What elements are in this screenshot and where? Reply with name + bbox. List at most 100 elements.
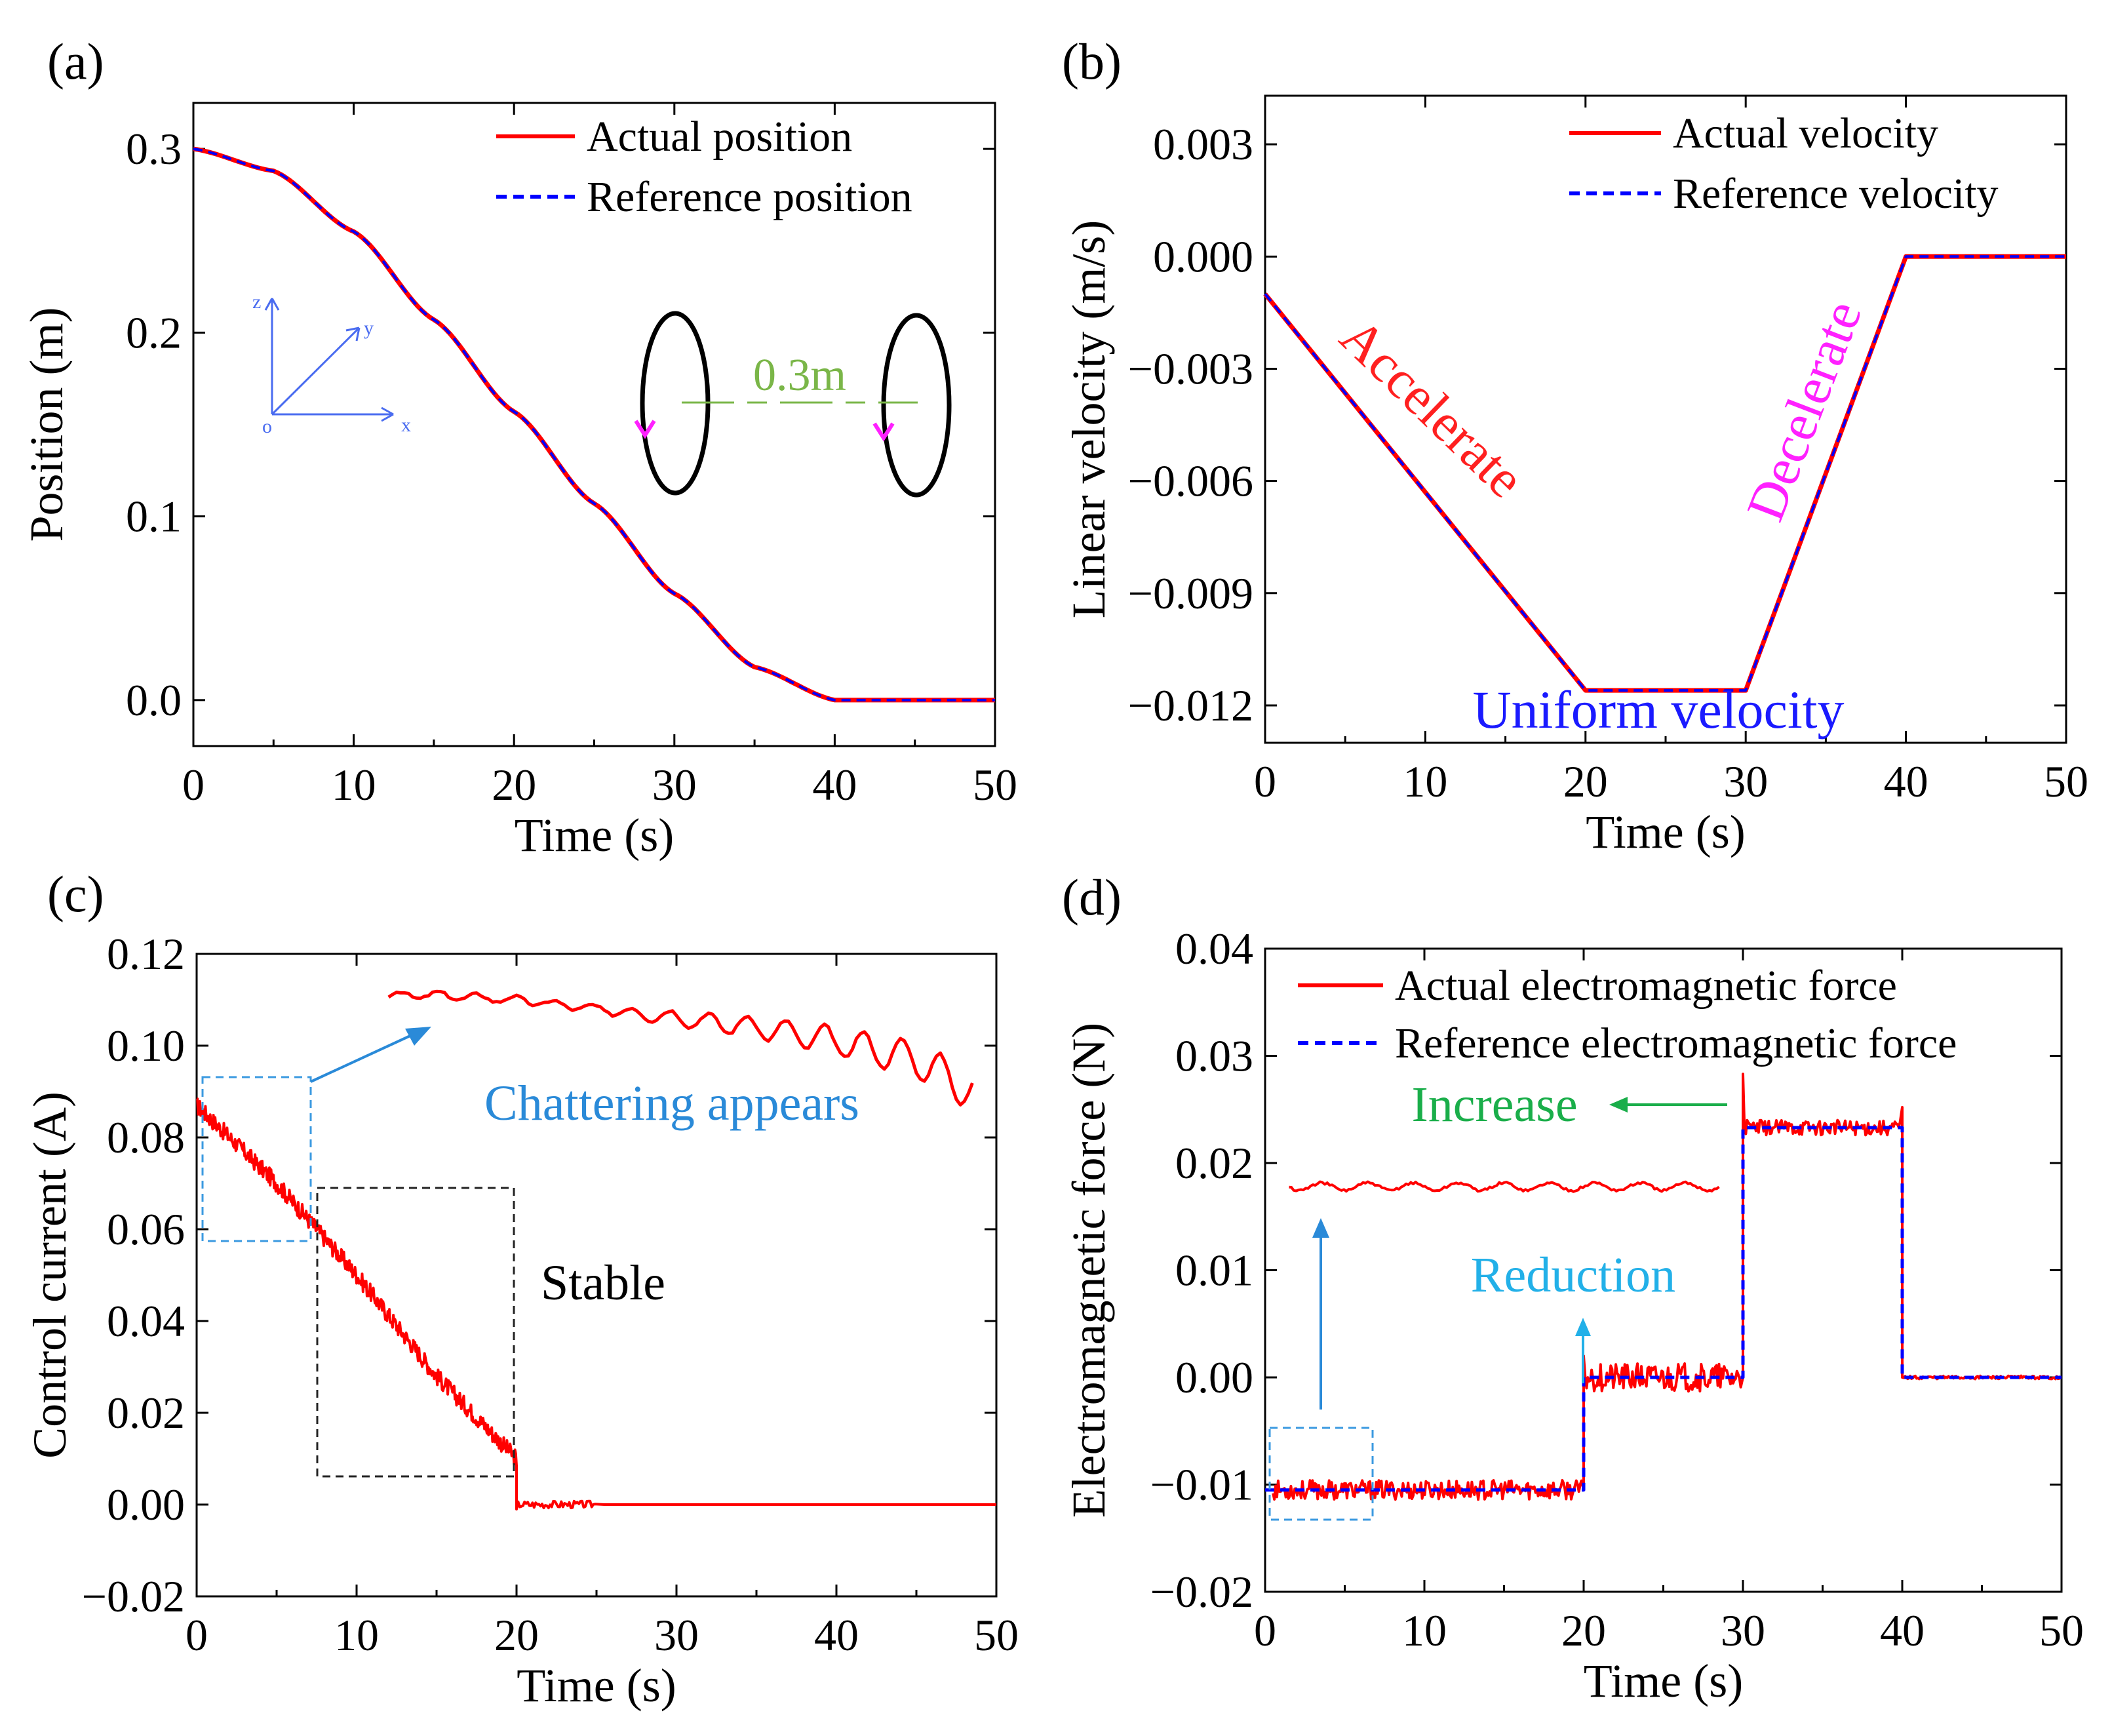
y-tick-label: 0.08 [107,1113,185,1162]
y-tick-label: 0.3 [126,124,182,174]
legend-reference-label: Reference electromagnetic force [1395,1019,1957,1067]
x-tick-label: 0 [1254,1606,1276,1655]
x-arrowhead [381,406,394,422]
y-tick-label: 0.04 [107,1296,185,1346]
panel-tag: (c) [47,865,104,922]
y-tick-label: 0.04 [1175,924,1253,974]
y-axis-label: Control current (A) [24,1092,76,1459]
x-tick-label: 30 [1721,1606,1765,1655]
y-tick-label: 0.00 [1175,1352,1253,1402]
y-tick-label: −0.012 [1128,681,1253,730]
x-tick-label: 0 [1254,757,1276,806]
y-tick-label: 0.00 [107,1480,185,1529]
y-tick-label: 0.02 [1175,1138,1253,1188]
increase-arrowhead [1609,1097,1628,1113]
x-tick-label: 40 [1880,1606,1925,1655]
x-tick-label: 50 [2039,1606,2084,1655]
stable-label: Stable [541,1255,665,1311]
x-tick-label: 40 [814,1610,859,1660]
y-tick-label: 0.2 [126,307,182,357]
y-tick-label: 0.000 [1153,231,1253,281]
reference-position-line [193,148,995,701]
x-axis-label: Time (s) [517,1659,676,1712]
y-axis-label: Linear velocity (m/s) [1063,220,1115,619]
x-tick-label: 20 [492,760,536,810]
y-axis-text: y [364,317,374,339]
coil-right [881,313,952,498]
panel-d: 0 10 20 30 40 50 −0.02 −0.01 0.00 0.01 0.02 0.03 0.0… [1062,869,2084,1707]
current-arrow-right [872,422,895,442]
x-axis-label: Time (s) [1586,806,1745,858]
x-tick-label: 50 [2044,757,2088,806]
reference-velocity-line [1264,255,2066,692]
current-arrow-left [634,420,656,439]
panel-b: 0 10 20 30 40 50 0.003 0.000 −0.003 −0.006 −0.009 −… [1062,33,2088,858]
reduction-label: Reduction [1471,1248,1675,1303]
y-tick-label: 0.003 [1153,119,1253,169]
legend-actual-label: Actual electromagnetic force [1395,962,1897,1010]
y-tick-label: 0.03 [1175,1031,1253,1081]
stable-box [316,1187,515,1478]
x-tick-label: 40 [1884,757,1928,806]
legend-actual-label: Actual position [587,113,852,161]
uniform-velocity-label: Uniform velocity [1472,680,1844,740]
y-tick-label: 0.10 [107,1021,185,1071]
x-tick-label: 20 [494,1610,539,1660]
y-axis-arrow [271,326,361,416]
distance-label: 0.3m [753,350,846,401]
y-arrowhead [345,326,361,342]
panel-tag: (d) [1062,869,1122,926]
x-tick-label: 0 [186,1610,208,1660]
x-tick-label: 10 [332,760,376,810]
x-tick-label: 10 [1402,1606,1447,1655]
x-tick-label: 0 [182,760,205,810]
origin-text: o [262,416,272,437]
x-axis-label: Time (s) [515,809,674,861]
reduction-arrowhead-small [1575,1318,1591,1336]
y-tick-label: −0.01 [1150,1460,1253,1510]
y-axis-label: Position (m) [20,307,73,542]
x-tick-label: 30 [1723,757,1768,806]
x-tick-label: 50 [973,760,1017,810]
panel-c: 0 10 20 30 40 50 −0.02 0.00 0.02 0.04 0.06 0.08 0.10… [24,865,1019,1712]
x-tick-label: 30 [654,1610,699,1660]
x-tick-label: 50 [974,1610,1019,1660]
y-tick-label: −0.009 [1128,568,1253,618]
chattering-box [201,1076,312,1242]
y-tick-label: 0.02 [107,1388,185,1438]
increase-label: Increase [1411,1077,1577,1132]
y-tick-label: −0.02 [1150,1567,1253,1617]
accelerate-label: Accelerate [1329,306,1535,509]
y-tick-label: 0.01 [1175,1246,1253,1295]
increase-zoom-line [1289,1180,1720,1193]
chattering-arrowhead [405,1027,431,1046]
panel-a: 0 10 20 30 40 50 0.0 0.1 0.2 0.3 Time (s) Position … [20,33,1017,861]
panel-tag: (a) [47,33,104,90]
y-tick-label: −0.006 [1128,456,1253,506]
chattering-label: Chattering appears [484,1076,859,1131]
y-tick-label: 0.1 [126,492,182,542]
control-current-line [196,1097,996,1510]
reduction-box [1268,1427,1374,1521]
z-axis-text: z [252,291,261,313]
x-axis-label: Time (s) [1584,1655,1743,1707]
chattering-arrow [310,1033,414,1083]
legend-reference-label: Reference velocity [1673,170,1999,218]
chattering-zoom-line [387,989,974,1107]
y-tick-label: 0.0 [126,675,182,725]
z-arrowhead [264,298,280,311]
decelerate-label: Decelerate [1735,293,1873,529]
x-tick-label: 20 [1561,1606,1606,1655]
y-tick-label: 0.12 [107,929,185,979]
x-tick-label: 30 [652,760,697,810]
legend-reference-label: Reference position [587,173,912,221]
x-tick-label: 10 [334,1610,379,1660]
y-tick-label: −0.003 [1128,344,1253,393]
x-tick-label: 10 [1403,757,1447,806]
x-tick-label: 20 [1563,757,1608,806]
reference-force-line [1265,1126,2062,1492]
y-axis-label: Electromagnetic force (N) [1063,1023,1115,1518]
reduction-arrowhead [1312,1218,1329,1238]
x-tick-label: 40 [812,760,857,810]
